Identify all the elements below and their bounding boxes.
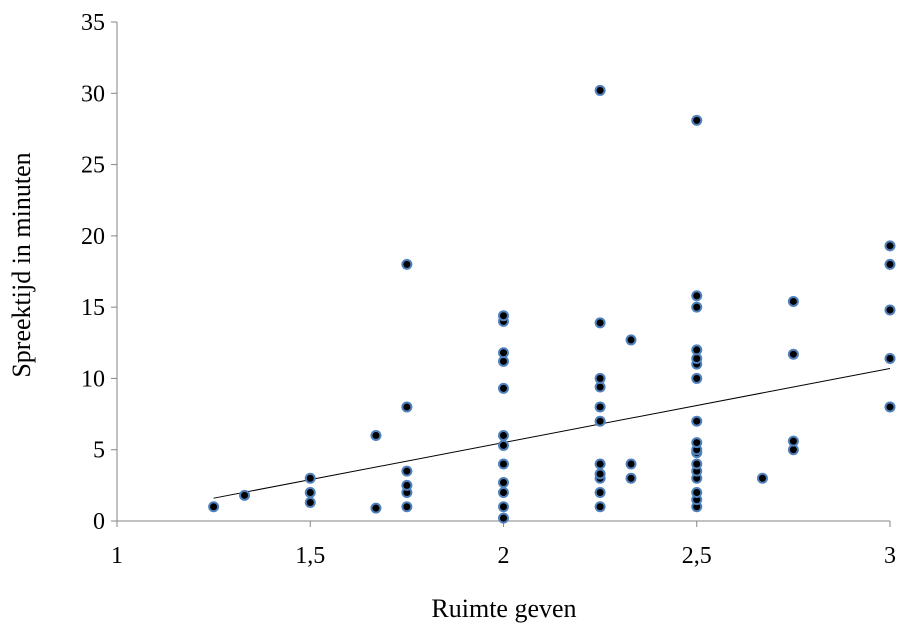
data-point bbox=[498, 501, 509, 513]
data-point bbox=[884, 240, 896, 252]
x-tick-label: 2 bbox=[498, 543, 510, 569]
data-point bbox=[625, 334, 637, 346]
data-point bbox=[691, 372, 703, 384]
data-point bbox=[498, 458, 509, 470]
y-tick-label: 5 bbox=[93, 438, 105, 464]
x-tick-label: 2,5 bbox=[682, 543, 712, 569]
data-point bbox=[401, 479, 413, 491]
data-point bbox=[498, 439, 509, 451]
data-point bbox=[594, 501, 606, 513]
data-point bbox=[304, 486, 316, 498]
data-point bbox=[884, 401, 896, 413]
data-point bbox=[370, 429, 382, 441]
data-point bbox=[498, 512, 509, 524]
data-point bbox=[594, 84, 606, 96]
data-point bbox=[239, 489, 251, 501]
axes: 0 5 10 15 20 25 30 35 1 1,5 2 2,5 3 bbox=[81, 10, 896, 569]
data-point bbox=[625, 472, 637, 484]
data-point bbox=[884, 304, 896, 316]
data-point bbox=[304, 472, 316, 484]
data-point bbox=[498, 429, 509, 441]
y-axis-title: Spreektijd in minuten bbox=[7, 152, 36, 377]
data-point bbox=[498, 347, 509, 359]
data-point bbox=[498, 477, 509, 489]
trendline bbox=[213, 367, 891, 499]
data-point bbox=[594, 317, 606, 329]
y-tick-label: 0 bbox=[93, 509, 105, 535]
data-point bbox=[594, 401, 606, 413]
data-point bbox=[594, 468, 606, 480]
trendline-group bbox=[213, 367, 891, 499]
data-point bbox=[594, 486, 606, 498]
data-point bbox=[691, 290, 703, 302]
data-point bbox=[594, 415, 606, 427]
data-point bbox=[884, 352, 896, 364]
y-tick-label: 35 bbox=[81, 10, 105, 36]
data-point bbox=[594, 372, 606, 384]
data-point bbox=[691, 114, 703, 126]
data-point bbox=[401, 258, 413, 270]
data-point bbox=[884, 258, 896, 270]
y-tick-label: 10 bbox=[81, 366, 105, 392]
data-point bbox=[208, 501, 220, 513]
data-point bbox=[787, 295, 799, 307]
data-point bbox=[370, 502, 382, 514]
data-point bbox=[787, 435, 799, 447]
data-point bbox=[401, 501, 413, 513]
x-tick-label: 1 bbox=[111, 543, 123, 569]
data-point bbox=[787, 348, 799, 360]
data-point bbox=[401, 401, 413, 413]
data-point bbox=[691, 458, 703, 470]
x-tick-label: 1,5 bbox=[295, 543, 325, 569]
data-point bbox=[401, 465, 413, 477]
x-tick-label: 3 bbox=[884, 543, 896, 569]
data-point bbox=[594, 458, 606, 470]
data-point bbox=[498, 486, 509, 498]
y-tick-label: 20 bbox=[81, 224, 105, 250]
data-point bbox=[304, 496, 316, 508]
y-tick-label: 25 bbox=[81, 153, 105, 179]
data-point bbox=[691, 415, 703, 427]
data-point bbox=[498, 310, 509, 322]
data-point bbox=[691, 301, 703, 313]
y-tick-label: 15 bbox=[81, 295, 105, 321]
data-point bbox=[625, 458, 637, 470]
data-point bbox=[691, 437, 703, 449]
data-point bbox=[756, 472, 768, 484]
points-group bbox=[208, 84, 896, 524]
x-axis-title: Ruimte geven bbox=[431, 594, 576, 623]
data-point bbox=[691, 344, 703, 356]
y-tick-label: 30 bbox=[81, 81, 105, 107]
data-point bbox=[498, 382, 509, 394]
data-point bbox=[691, 486, 703, 498]
